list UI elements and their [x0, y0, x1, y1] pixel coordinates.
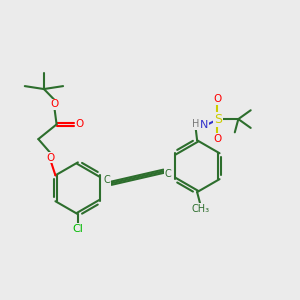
- Text: H: H: [192, 119, 199, 129]
- Text: O: O: [46, 153, 54, 163]
- Text: Cl: Cl: [72, 224, 83, 234]
- Text: O: O: [50, 99, 58, 110]
- Text: O: O: [75, 119, 84, 129]
- Text: O: O: [213, 134, 221, 144]
- Text: O: O: [213, 94, 221, 104]
- Text: N: N: [200, 120, 208, 130]
- Text: CH₃: CH₃: [192, 204, 210, 214]
- Text: C: C: [104, 175, 110, 185]
- Text: C: C: [164, 169, 171, 179]
- Text: S: S: [214, 112, 222, 126]
